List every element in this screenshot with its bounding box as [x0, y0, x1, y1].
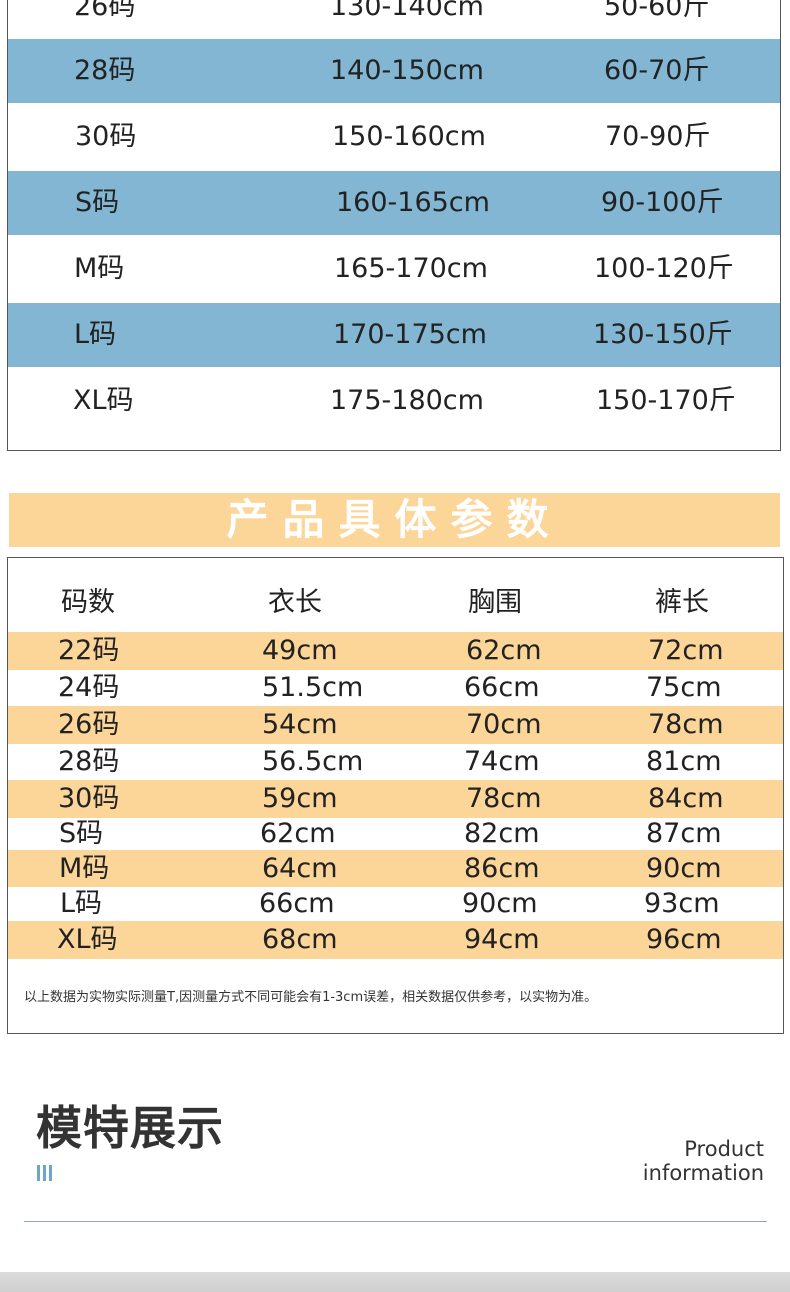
table-row: 28码 140-150cm 60-70斤 [8, 39, 780, 103]
chest-cell: 78cm [466, 783, 542, 814]
measurement-note: 以上数据为实物实际测量T,因测量方式不同可能会有1-3cm误差，相关数据仅供参考… [24, 990, 598, 1005]
pants-cell: 90cm [646, 853, 722, 884]
header-size: 码数 [61, 587, 115, 618]
length-cell: 51.5cm [262, 672, 364, 703]
height-cell: 160-165cm [336, 187, 490, 218]
size-recommendation-table: 26码 130-140cm 50-60斤 28码 140-150cm 60-70… [7, 0, 781, 451]
height-cell: 150-160cm [332, 121, 486, 152]
table-header: 码数 衣长 胸围 裤长 [8, 580, 783, 620]
weight-cell: 70-90斤 [605, 121, 711, 152]
length-cell: 68cm [262, 924, 338, 955]
section-subtitle: Product information [643, 1137, 764, 1185]
table-row: M码 64cm 86cm 90cm [8, 850, 783, 887]
pants-cell: 72cm [648, 635, 724, 666]
size-cell: 30码 [75, 121, 137, 152]
chest-cell: 74cm [464, 746, 540, 777]
section-banner: 产品具体参数 [9, 493, 780, 547]
pants-cell: 93cm [644, 888, 720, 919]
header-pants: 裤长 [655, 587, 709, 618]
chest-cell: 94cm [464, 924, 540, 955]
size-cell: 30码 [58, 783, 120, 814]
size-cell: L码 [74, 319, 117, 350]
length-cell: 56.5cm [262, 746, 364, 777]
pants-cell: 96cm [646, 924, 722, 955]
height-cell: 165-170cm [334, 253, 488, 284]
height-cell: 130-140cm [330, 0, 484, 22]
table-row: 30码 150-160cm 70-90斤 [8, 105, 780, 169]
table-row: 26码 54cm 70cm 78cm [8, 706, 783, 744]
divider [24, 1221, 767, 1222]
table-row: 22码 49cm 62cm 72cm [8, 632, 783, 670]
table-row: XL码 68cm 94cm 96cm [8, 921, 783, 959]
length-cell: 66cm [259, 888, 335, 919]
decorative-bars-icon [37, 1165, 53, 1181]
table-row: 26码 130-140cm 50-60斤 [8, 0, 780, 39]
size-cell: 22码 [58, 635, 120, 666]
size-cell: 28码 [58, 746, 120, 777]
size-cell: S码 [59, 818, 104, 849]
model-photo [0, 1272, 790, 1292]
weight-cell: 130-150斤 [593, 319, 733, 350]
chest-cell: 82cm [464, 818, 540, 849]
weight-cell: 150-170斤 [596, 385, 736, 416]
size-cell: L码 [60, 888, 103, 919]
pants-cell: 84cm [648, 783, 724, 814]
size-cell: 28码 [74, 55, 136, 86]
product-parameters-table: 码数 衣长 胸围 裤长 22码 49cm 62cm 72cm 24码 51.5c… [7, 557, 784, 1034]
size-cell: M码 [74, 253, 125, 284]
size-cell: 26码 [74, 0, 136, 22]
weight-cell: 60-70斤 [604, 55, 710, 86]
table-row: L码 170-175cm 130-150斤 [8, 303, 780, 367]
table-row: 24码 51.5cm 66cm 75cm [8, 670, 783, 706]
length-cell: 64cm [262, 853, 338, 884]
chest-cell: 86cm [464, 853, 540, 884]
table-row: S码 160-165cm 90-100斤 [8, 171, 780, 235]
chest-cell: 62cm [466, 635, 542, 666]
pants-cell: 87cm [646, 818, 722, 849]
chest-cell: 70cm [466, 709, 542, 740]
height-cell: 170-175cm [333, 319, 487, 350]
table-row: XL码 175-180cm 150-170斤 [8, 369, 780, 433]
pants-cell: 75cm [646, 672, 722, 703]
length-cell: 62cm [260, 818, 336, 849]
subtitle-line: Product [684, 1137, 764, 1161]
size-cell: XL码 [57, 924, 118, 955]
length-cell: 49cm [262, 635, 338, 666]
section-title: 模特展示 [36, 1101, 224, 1155]
table-row: 28码 56.5cm 74cm 81cm [8, 744, 783, 780]
chest-cell: 90cm [462, 888, 538, 919]
pants-cell: 81cm [646, 746, 722, 777]
chest-cell: 66cm [464, 672, 540, 703]
table-row: L码 66cm 90cm 93cm [8, 887, 783, 921]
weight-cell: 90-100斤 [601, 187, 724, 218]
pants-cell: 78cm [648, 709, 724, 740]
size-cell: 24码 [58, 672, 120, 703]
table-row: S码 62cm 82cm 87cm [8, 818, 783, 850]
header-chest: 胸围 [468, 587, 522, 618]
height-cell: 140-150cm [330, 55, 484, 86]
size-cell: XL码 [73, 385, 134, 416]
size-cell: M码 [59, 853, 110, 884]
subtitle-line: information [642, 1161, 764, 1185]
size-cell: 26码 [58, 709, 120, 740]
table-row: 30码 59cm 78cm 84cm [8, 780, 783, 818]
height-cell: 175-180cm [330, 385, 484, 416]
table-row: M码 165-170cm 100-120斤 [8, 237, 780, 301]
weight-cell: 100-120斤 [594, 253, 734, 284]
length-cell: 54cm [262, 709, 338, 740]
weight-cell: 50-60斤 [604, 0, 710, 22]
size-cell: S码 [75, 187, 120, 218]
length-cell: 59cm [262, 783, 338, 814]
header-length: 衣长 [268, 587, 322, 618]
